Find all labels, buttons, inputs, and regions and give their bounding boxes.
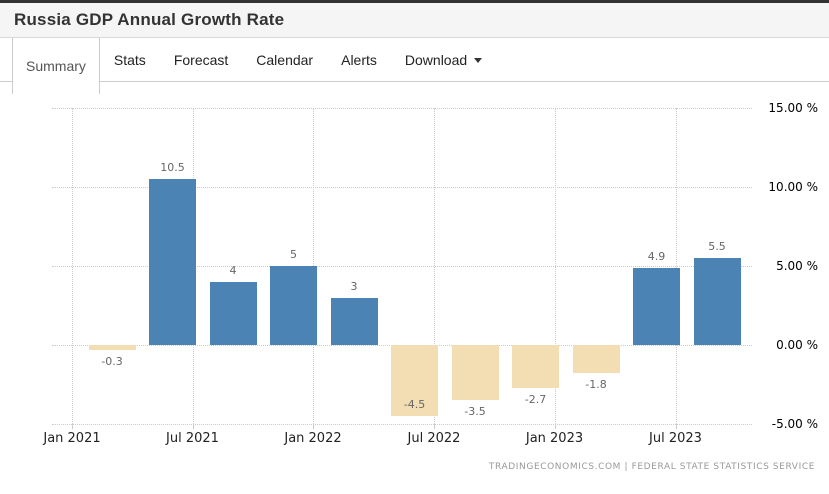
bar[interactable] <box>88 345 136 350</box>
x-axis-tick <box>554 424 556 429</box>
bar-value-label: -3.5 <box>464 405 486 419</box>
bar[interactable] <box>451 345 499 401</box>
bar-value-label: -0.3 <box>101 354 123 368</box>
chart-canvas: 15.00 % 10.00 % 5.00 % 0.00 % -5.00 % Jan 202… <box>0 82 829 494</box>
bar-value-label: -2.7 <box>524 392 547 406</box>
x-axis-label: Jan 2023 <box>525 431 584 446</box>
y-axis-label: 15.00 % <box>768 101 818 115</box>
tab-stats[interactable]: Stats <box>100 38 160 82</box>
x-axis-label: Jan 2022 <box>284 431 342 446</box>
bar-value-label: 4.9 <box>647 249 666 263</box>
caret-down-icon <box>474 57 483 63</box>
bar[interactable] <box>330 297 378 345</box>
title-bar: Russia GDP Annual Growth Rate <box>0 3 829 38</box>
y-axis-label: 0.00 % <box>776 338 818 352</box>
tab-alerts[interactable]: Alerts <box>327 38 391 82</box>
y-axis-label: -5.00 % <box>771 417 818 431</box>
x-axis-tick <box>72 424 73 429</box>
x-axis-label: Jul 2021 <box>166 431 219 446</box>
tab-download[interactable]: Download <box>391 38 496 82</box>
bar[interactable] <box>149 179 196 345</box>
x-axis-tick <box>434 424 435 429</box>
tab-download-label: Download <box>404 52 468 68</box>
y-axis-label: 5.00 % <box>776 259 818 273</box>
bar-value-label: -4.5 <box>403 398 426 412</box>
tab-summary[interactable]: Summary <box>12 38 100 94</box>
h-gridline <box>52 108 752 109</box>
x-axis-label: Jul 2023 <box>649 431 702 446</box>
bar[interactable] <box>572 345 620 374</box>
bar[interactable] <box>512 345 559 388</box>
h-gridline <box>52 187 752 188</box>
v-gridline <box>72 108 73 424</box>
bar-value-label: 5 <box>290 248 297 261</box>
v-gridline <box>554 108 556 424</box>
x-axis-label: Jan 2021 <box>43 431 101 446</box>
page-title: Russia GDP Annual Growth Rate <box>14 10 285 29</box>
v-gridline <box>434 108 435 424</box>
tab-alerts-label: Alerts <box>341 52 377 68</box>
y-axis-label: 10.00 % <box>768 180 818 194</box>
tab-bar: Summary Stats Forecast Calendar Alerts D… <box>0 38 829 94</box>
top-accent-border <box>0 0 829 3</box>
bar-value-label: 3 <box>350 279 358 293</box>
tab-calendar[interactable]: Calendar <box>242 38 327 82</box>
bar[interactable] <box>270 266 317 345</box>
bar[interactable] <box>209 281 257 345</box>
h-gridline <box>52 424 752 425</box>
x-axis-tick <box>192 424 194 429</box>
bar-value-label: 10.5 <box>160 161 185 175</box>
x-axis-tick <box>675 424 677 429</box>
bar-value-label: -1.8 <box>585 378 607 392</box>
tab-stats-label: Stats <box>113 52 146 68</box>
x-axis-label: Jul 2022 <box>407 431 461 446</box>
x-axis-tick <box>313 424 314 429</box>
bar[interactable] <box>693 258 741 345</box>
bar-value-label: 4 <box>229 263 237 277</box>
tab-calendar-label: Calendar <box>256 52 314 68</box>
bar[interactable] <box>391 345 438 417</box>
bar[interactable] <box>633 267 680 345</box>
tab-forecast[interactable]: Forecast <box>160 38 242 82</box>
tab-summary-label: Summary <box>26 58 86 74</box>
bar-value-label: 5.5 <box>708 240 726 254</box>
tab-forecast-label: Forecast <box>173 52 229 68</box>
v-gridline <box>675 108 677 424</box>
h-gridline <box>52 266 752 267</box>
chart-attribution: TRADINGECONOMICS.COM | FEDERAL STATE STA… <box>488 462 815 472</box>
